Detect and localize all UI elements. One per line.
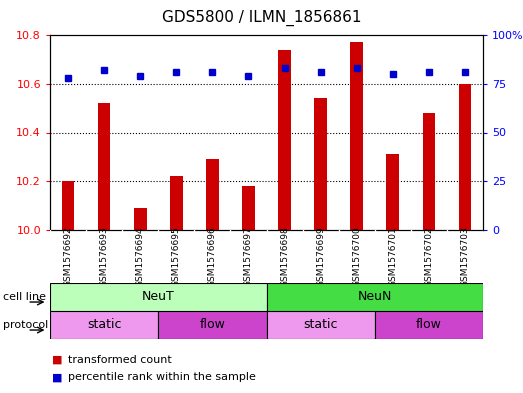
Text: GSM1576702: GSM1576702	[424, 226, 434, 287]
Text: GSM1576696: GSM1576696	[208, 226, 217, 287]
Text: GSM1576700: GSM1576700	[352, 226, 361, 287]
Bar	[134, 208, 146, 230]
Bar	[459, 84, 471, 230]
Text: protocol: protocol	[3, 320, 48, 330]
Text: transformed count: transformed count	[68, 354, 172, 365]
Text: ■: ■	[52, 372, 63, 382]
Text: NeuN: NeuN	[358, 290, 392, 303]
Bar	[50, 311, 158, 339]
Bar	[206, 159, 219, 230]
Bar	[242, 186, 255, 230]
Bar	[423, 113, 435, 230]
Text: GSM1576699: GSM1576699	[316, 226, 325, 287]
Text: GSM1576703: GSM1576703	[460, 226, 470, 287]
Text: GSM1576695: GSM1576695	[172, 226, 181, 287]
Text: flow: flow	[199, 318, 225, 332]
Bar	[170, 176, 183, 230]
Bar	[278, 50, 291, 230]
Text: NeuT: NeuT	[142, 290, 175, 303]
Text: GSM1576693: GSM1576693	[99, 226, 109, 287]
Bar	[158, 311, 267, 339]
Text: GDS5800 / ILMN_1856861: GDS5800 / ILMN_1856861	[162, 10, 361, 26]
Text: GSM1576701: GSM1576701	[388, 226, 397, 287]
Bar	[267, 283, 483, 311]
Bar	[267, 311, 375, 339]
Bar	[98, 103, 110, 230]
Text: GSM1576697: GSM1576697	[244, 226, 253, 287]
Bar	[386, 154, 399, 230]
Text: GSM1576694: GSM1576694	[135, 226, 145, 287]
Text: GSM1576692: GSM1576692	[63, 226, 73, 287]
Text: static: static	[303, 318, 338, 332]
Bar	[50, 283, 267, 311]
Bar	[62, 181, 74, 230]
Text: flow: flow	[416, 318, 442, 332]
Text: GSM1576698: GSM1576698	[280, 226, 289, 287]
Text: percentile rank within the sample: percentile rank within the sample	[68, 372, 256, 382]
Text: static: static	[87, 318, 121, 332]
Bar	[375, 311, 483, 339]
Text: ■: ■	[52, 354, 63, 365]
Text: cell line: cell line	[3, 292, 46, 302]
Bar	[314, 98, 327, 230]
Bar	[350, 42, 363, 230]
